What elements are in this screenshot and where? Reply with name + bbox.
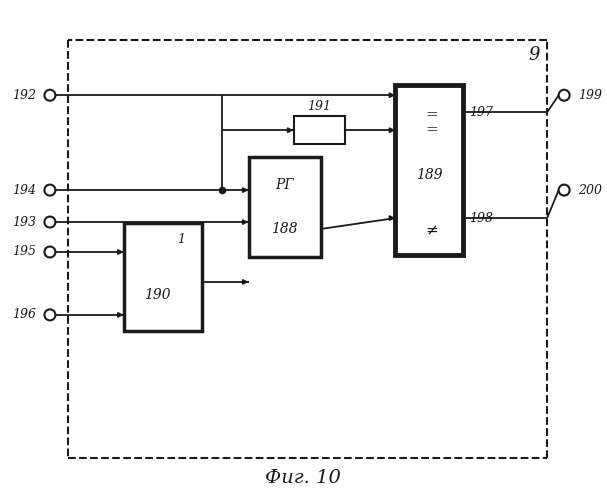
Bar xyxy=(249,157,320,257)
Circle shape xyxy=(558,184,569,196)
Text: Фиг. 10: Фиг. 10 xyxy=(265,468,341,486)
Text: 199: 199 xyxy=(578,88,602,102)
Bar xyxy=(124,223,202,331)
Text: ≠: ≠ xyxy=(425,223,438,237)
Text: 9: 9 xyxy=(529,46,540,64)
Circle shape xyxy=(44,90,55,101)
Circle shape xyxy=(44,310,55,320)
Text: 197: 197 xyxy=(469,106,493,118)
Circle shape xyxy=(558,90,569,101)
Circle shape xyxy=(44,216,55,228)
Text: 192: 192 xyxy=(12,88,36,102)
Text: 189: 189 xyxy=(416,168,443,182)
Circle shape xyxy=(44,184,55,196)
Bar xyxy=(294,116,345,144)
Text: 195: 195 xyxy=(12,246,36,258)
Text: 194: 194 xyxy=(12,184,36,196)
Text: 188: 188 xyxy=(271,222,298,236)
Text: =: = xyxy=(425,123,438,137)
Text: РГ: РГ xyxy=(275,178,294,192)
Text: 193: 193 xyxy=(12,216,36,228)
Text: 198: 198 xyxy=(469,212,493,224)
Bar xyxy=(395,86,463,255)
Text: 191: 191 xyxy=(308,100,331,112)
Text: =: = xyxy=(425,108,438,122)
Text: 190: 190 xyxy=(144,288,171,302)
Text: 196: 196 xyxy=(12,308,36,322)
Text: 200: 200 xyxy=(578,184,602,196)
Text: 1: 1 xyxy=(177,232,185,245)
Circle shape xyxy=(44,246,55,258)
